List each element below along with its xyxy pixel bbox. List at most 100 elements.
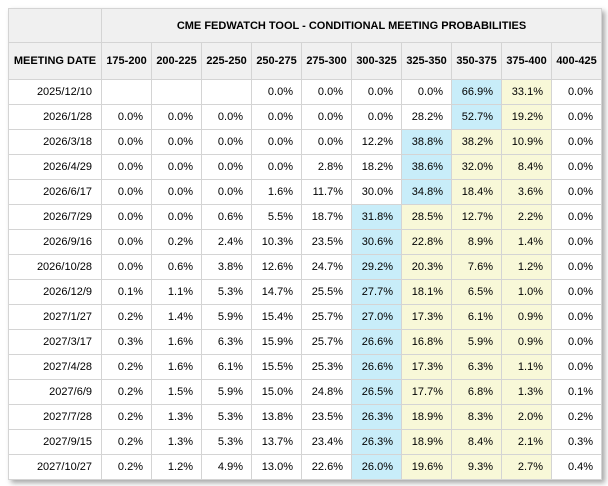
probability-cell: 2.0% (501, 404, 552, 430)
probability-cell: 25.3% (301, 354, 352, 380)
probability-cell: 1.6% (151, 329, 202, 355)
probability-cell: 19.2% (501, 104, 552, 130)
probability-cell: 0.9% (501, 329, 552, 355)
meeting-date-cell: 2026/3/18 (8, 129, 102, 155)
probability-cell: 0.0% (101, 129, 152, 155)
probability-cell: 2.2% (501, 204, 552, 230)
probability-cell: 23.5% (301, 404, 352, 430)
probability-cell: 18.2% (351, 154, 402, 180)
probability-cell: 0.2% (151, 229, 202, 255)
probability-cell: 0.0% (550, 229, 603, 255)
probability-cell: 52.7% (451, 104, 502, 130)
probability-cell: 28.5% (401, 204, 452, 230)
probability-cell: 8.9% (451, 229, 502, 255)
probability-cell: 0.2% (101, 429, 152, 455)
probability-cell: 0.0% (550, 154, 603, 180)
probability-cell: 12.7% (451, 204, 502, 230)
probability-cell: 0.2% (101, 454, 152, 480)
probability-cell: 0.2% (101, 379, 152, 405)
probability-cell: 18.7% (301, 204, 352, 230)
probability-cell: 30.0% (351, 179, 402, 205)
probability-cell: 0.0% (251, 104, 302, 130)
probability-cell: 28.2% (401, 104, 452, 130)
table-row: 2026/1/28 0.0% 0.0% 0.0% 0.0% 0.0% 0.0% 28.2% 52… (8, 104, 603, 130)
probability-cell: 5.9% (201, 304, 252, 330)
probability-cell: 3.8% (201, 254, 252, 280)
rate-range-header: 225-250 (201, 42, 252, 80)
probability-cell: 18.9% (401, 404, 452, 430)
rate-range-header: 350-375 (451, 42, 502, 80)
probability-cell: 1.1% (501, 354, 552, 380)
probability-cell: 0.0% (550, 304, 603, 330)
probability-cell: 1.4% (151, 304, 202, 330)
probability-cell: 0.0% (301, 104, 352, 130)
probability-cell: 0.3% (101, 329, 152, 355)
probability-cell: 0.0% (101, 229, 152, 255)
probability-cell: 19.6% (401, 454, 452, 480)
meeting-date-cell: 2026/7/29 (8, 204, 102, 230)
probability-cell: 6.3% (451, 354, 502, 380)
probability-cell: 0.4% (550, 454, 603, 480)
probability-cell: 24.7% (301, 254, 352, 280)
meeting-date-cell: 2026/4/29 (8, 154, 102, 180)
probability-cell: 23.5% (301, 229, 352, 255)
probability-cell: 15.0% (251, 379, 302, 405)
probability-cell: 24.8% (301, 379, 352, 405)
probability-cell: 17.3% (401, 354, 452, 380)
fedwatch-table: CME FEDWATCH TOOL - CONDITIONAL MEETING … (8, 8, 603, 480)
probability-cell: 1.0% (501, 279, 552, 305)
probability-cell: 8.3% (451, 404, 502, 430)
probability-cell: 26.5% (351, 379, 402, 405)
probability-cell: 16.8% (401, 329, 452, 355)
rate-range-header: 200-225 (151, 42, 202, 80)
probability-cell: 8.4% (501, 154, 552, 180)
probability-cell: 18.1% (401, 279, 452, 305)
probability-cell: 6.5% (451, 279, 502, 305)
probability-cell: 0.0% (151, 104, 202, 130)
meeting-date-cell: 2027/1/27 (8, 304, 102, 330)
probability-cell: 0.0% (201, 129, 252, 155)
probability-cell: 6.1% (201, 354, 252, 380)
probability-cell: 29.2% (351, 254, 402, 280)
probability-cell: 0.0% (151, 154, 202, 180)
probability-cell: 9.3% (451, 454, 502, 480)
probability-cell: 0.0% (351, 79, 402, 105)
table-row: 2027/9/15 0.2% 1.3% 5.3% 13.7% 23.4% 26.3% 18.9… (8, 429, 603, 455)
probability-cell: 0.2% (101, 304, 152, 330)
meeting-date-cell: 2027/9/15 (8, 429, 102, 455)
probability-cell: 18.9% (401, 429, 452, 455)
probability-cell: 0.0% (550, 204, 603, 230)
probability-cell: 5.3% (201, 429, 252, 455)
probability-cell: 31.8% (351, 204, 402, 230)
probability-cell: 0.0% (401, 79, 452, 105)
table-body: 2025/12/10 0.0% 0.0% 0.0% 0.0% 66.9% 33.1% 0.0%… (8, 79, 603, 480)
meeting-date-cell: 2027/3/17 (8, 329, 102, 355)
probability-cell: 5.3% (201, 404, 252, 430)
probability-cell: 0.0% (301, 79, 352, 105)
table-corner-cell (8, 8, 102, 43)
meeting-date-cell: 2027/4/28 (8, 354, 102, 380)
probability-cell: 25.5% (301, 279, 352, 305)
rate-range-header: 175-200 (101, 42, 152, 80)
probability-cell: 38.2% (451, 129, 502, 155)
probability-cell: 0.0% (550, 79, 603, 105)
probability-cell: 26.6% (351, 354, 402, 380)
probability-cell: 26.3% (351, 429, 402, 455)
probability-cell: 1.4% (501, 229, 552, 255)
table-row: 2027/3/17 0.3% 1.6% 6.3% 15.9% 25.7% 26.6% 16.8… (8, 329, 603, 355)
meeting-date-cell: 2026/1/28 (8, 104, 102, 130)
meeting-date-cell: 2026/9/16 (8, 229, 102, 255)
probability-cell: 1.3% (151, 404, 202, 430)
probability-cell: 23.4% (301, 429, 352, 455)
probability-cell: 5.9% (451, 329, 502, 355)
probability-cell: 6.8% (451, 379, 502, 405)
probability-cell: 17.3% (401, 304, 452, 330)
table-row: 2027/7/28 0.2% 1.3% 5.3% 13.8% 23.5% 26.3% 18.9… (8, 404, 603, 430)
probability-cell (151, 79, 202, 105)
probability-cell: 18.4% (451, 179, 502, 205)
meeting-date-cell: 2026/10/28 (8, 254, 102, 280)
probability-cell: 0.2% (101, 404, 152, 430)
probability-cell: 0.0% (251, 154, 302, 180)
probability-cell: 0.0% (101, 154, 152, 180)
probability-cell: 12.2% (351, 129, 402, 155)
